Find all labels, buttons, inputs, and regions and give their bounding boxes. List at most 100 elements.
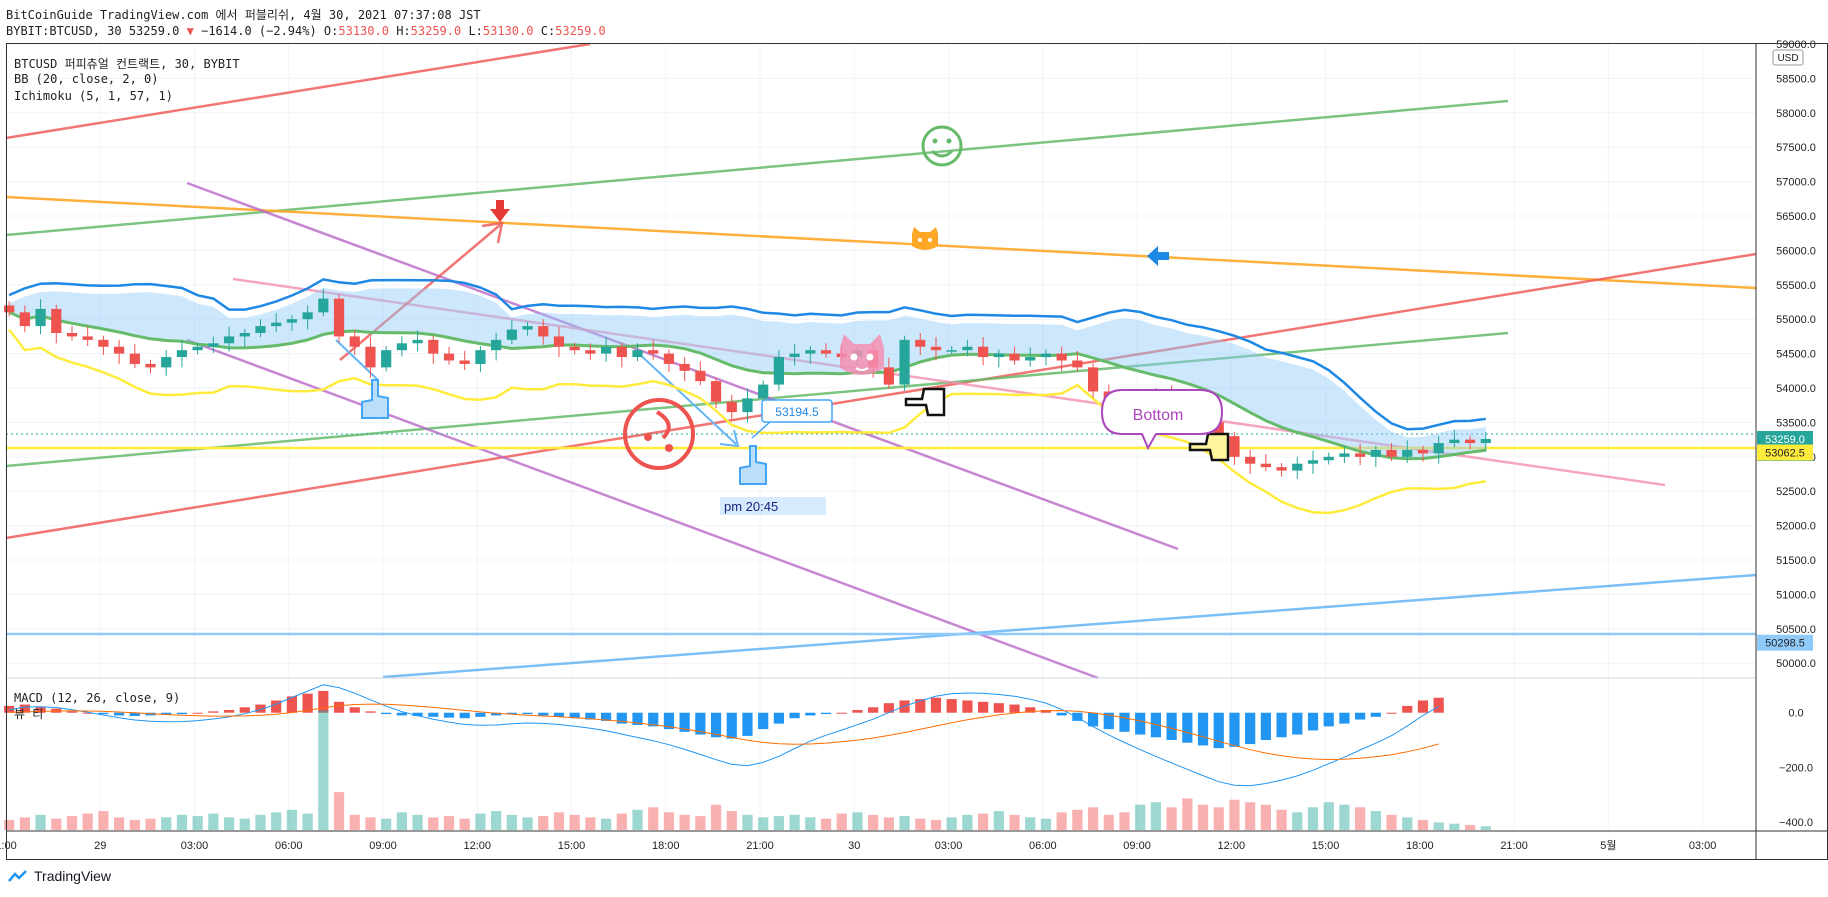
candle xyxy=(710,381,722,402)
candle xyxy=(176,350,188,358)
price-tick-label: 58500.0 xyxy=(1776,73,1816,85)
macd-histogram-bar xyxy=(475,712,486,717)
smiley-green-icon xyxy=(921,125,963,167)
macd-histogram-bar xyxy=(1040,710,1052,713)
cat-orange-icon xyxy=(912,227,938,250)
volume-bar xyxy=(129,819,140,830)
candle xyxy=(51,308,62,333)
candle xyxy=(1009,353,1020,361)
volume-bar xyxy=(475,813,486,830)
macd-histogram-bar xyxy=(1386,712,1397,714)
volume-bar xyxy=(223,817,235,830)
candle xyxy=(522,326,533,330)
candle xyxy=(679,363,690,371)
blue-line-marker-bg xyxy=(1757,634,1813,651)
blue-trendline[interactable] xyxy=(382,573,1757,679)
candle xyxy=(286,319,298,323)
candle xyxy=(459,360,470,364)
candle xyxy=(978,346,989,358)
red-down-arrow-icon xyxy=(490,200,510,222)
volume-bar xyxy=(868,814,879,830)
candle xyxy=(35,308,46,327)
candle xyxy=(585,350,596,354)
macd-legend[interactable]: MACD (12, 26, close, 9) xyxy=(14,691,181,705)
sad-face-red-icon xyxy=(623,398,695,470)
candle xyxy=(223,336,235,344)
orange-trendline[interactable] xyxy=(5,195,1757,290)
candle xyxy=(789,353,800,358)
green-trendline-upper[interactable] xyxy=(5,99,1509,237)
macd-histogram-bar xyxy=(883,703,894,713)
time-tick-label: 18:00 xyxy=(1406,840,1434,852)
price-tick-label: 55500.0 xyxy=(1776,280,1816,292)
price-tick-label: 54000.0 xyxy=(1776,383,1816,395)
time-tick-label: 03:00 xyxy=(935,840,963,852)
candle xyxy=(726,401,737,413)
volume-bar xyxy=(710,804,722,830)
blue-arrow-head xyxy=(719,429,740,448)
macd-histogram-bar xyxy=(978,701,989,713)
volume-bar xyxy=(491,811,502,830)
yellow-line-marker: 53062.5 xyxy=(1765,448,1805,460)
macd-histogram-bar xyxy=(506,712,517,715)
close-value: 53259.0 xyxy=(555,24,606,38)
bb-legend[interactable]: BB (20, close, 2, 0) xyxy=(14,72,159,86)
candle xyxy=(318,298,329,313)
open-label: O: xyxy=(323,24,339,38)
volume-bar xyxy=(19,817,30,830)
symbol-price: BYBIT:BTCUSD, 30 53259.0 xyxy=(6,24,180,38)
volume-bar xyxy=(145,818,156,830)
volume-bar xyxy=(930,819,942,830)
volume-bar xyxy=(773,816,784,830)
red-trendline-lower[interactable] xyxy=(5,252,1757,540)
candle xyxy=(145,363,156,368)
candle xyxy=(1056,353,1067,361)
green-trendline-lower[interactable] xyxy=(5,331,1509,468)
volume-bar xyxy=(679,814,690,830)
candle xyxy=(302,312,313,320)
volume-bar xyxy=(318,710,329,830)
tradingview-brand[interactable]: TradingView xyxy=(8,868,111,884)
macd-axis: 0.0 −200.0 −400.0 xyxy=(1779,708,1813,829)
volume-bar xyxy=(1260,804,1271,830)
macd-histogram-bar xyxy=(1292,712,1303,735)
macd-histogram-bar xyxy=(208,711,219,713)
volume-bar xyxy=(192,816,203,830)
macd-histogram-bar xyxy=(710,712,722,738)
purple-channel-bottom[interactable] xyxy=(186,338,1099,680)
volume-bar xyxy=(1307,807,1319,830)
volume-bar xyxy=(506,814,517,830)
volume-bar xyxy=(1292,812,1303,830)
volume-bar xyxy=(412,814,423,830)
price-tick-label: 51000.0 xyxy=(1776,589,1816,601)
volume-bar xyxy=(522,817,533,830)
time-tick-label: 12:00 xyxy=(1218,840,1246,852)
volume-bar xyxy=(1009,814,1020,830)
volume-bar xyxy=(1449,823,1460,830)
macd-histogram-bar xyxy=(192,712,203,714)
macd-histogram-bar xyxy=(223,710,235,713)
price-tick-label: 52500.0 xyxy=(1776,486,1816,498)
volume-bar xyxy=(51,818,62,830)
candle xyxy=(805,350,816,354)
time-tick-label: 06:00 xyxy=(1029,840,1057,852)
time-tick-label: 03:00 xyxy=(1689,840,1717,852)
ichimoku-legend[interactable]: Ichimoku (5, 1, 57, 1) xyxy=(14,89,173,103)
volume-bar xyxy=(1402,817,1413,830)
macd-histogram-bar xyxy=(302,693,313,713)
red-trendline-top[interactable] xyxy=(5,42,591,140)
candle xyxy=(271,322,282,327)
macd-histogram-bar xyxy=(396,712,407,716)
macd-histogram-bar xyxy=(600,712,612,721)
macd-histogram-bar xyxy=(1072,712,1083,721)
macd-histogram-bar xyxy=(1307,712,1319,731)
candle xyxy=(1386,449,1397,457)
macd-histogram-bar xyxy=(1103,712,1114,730)
volume-bar xyxy=(443,816,455,830)
volume-bar xyxy=(428,817,439,830)
low-label: L: xyxy=(468,24,483,38)
bottom-callout-text: Bottom xyxy=(1133,407,1184,424)
candle xyxy=(632,350,643,358)
time-tick-label: 06:00 xyxy=(275,840,303,852)
